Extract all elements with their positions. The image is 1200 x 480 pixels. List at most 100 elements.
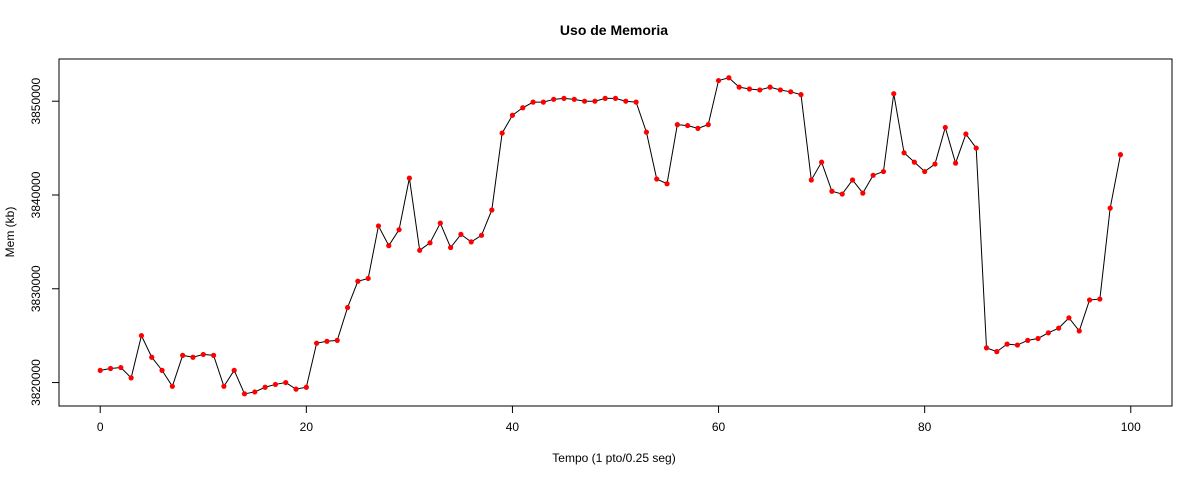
data-point [180,352,186,358]
series-line [100,77,1121,395]
data-point [571,96,577,102]
y-tick-label: 3840000 [29,171,43,218]
data-point [314,340,320,346]
data-point [798,92,804,98]
data-point [1025,337,1031,343]
data-point [169,383,175,389]
data-point [726,75,732,81]
data-point [509,112,516,118]
data-point [839,191,845,197]
data-point [489,207,495,213]
y-tick-label: 3820000 [29,359,43,406]
x-axis: 0 20 40 60 80 100 [97,405,1141,434]
data-point [283,379,289,386]
y-tick-label: 3830000 [29,265,43,312]
data-point [241,391,248,397]
data-point [715,77,722,84]
data-point [643,129,650,135]
data-point [1004,341,1010,347]
data-point [870,172,876,178]
data-point [437,220,443,226]
data-point [685,122,691,129]
data-point [540,99,546,105]
data-point [200,351,206,358]
data-point [386,243,392,249]
series-polyline [100,77,1121,395]
data-point [654,176,660,182]
data-point [293,386,299,392]
data-point [819,159,825,165]
data-point [1086,297,1093,303]
data-point [107,365,114,372]
data-point [922,168,928,175]
data-point [448,244,454,251]
data-point [983,345,990,351]
data-point [221,383,227,389]
data-point [757,87,763,93]
data-point [1045,330,1051,336]
data-point [1107,205,1113,211]
data-point [375,223,382,229]
data-point [210,352,217,358]
data-point [849,177,856,183]
data-point [788,89,794,95]
data-point [417,247,423,253]
data-point [1066,315,1072,321]
data-point [674,122,680,128]
chart-title: Uso de Memoria [560,22,668,38]
data-point [633,99,639,105]
data-point [499,130,505,136]
data-point [994,349,1000,355]
data-point [159,367,165,373]
data-point [138,333,145,339]
data-point [262,384,268,390]
plot-frame [58,58,1173,407]
data-point [324,338,330,344]
data-point [520,105,526,111]
data-point [303,384,309,390]
data-point [901,150,907,156]
data-point [602,95,608,101]
data-point [365,275,371,282]
x-tick-label: 80 [918,420,932,434]
data-point [231,367,237,373]
y-axis: 3820000 3830000 3840000 3850000 [29,78,60,406]
x-tick-label: 100 [1121,420,1141,434]
data-point [932,161,938,167]
data-point [973,145,979,151]
data-point [551,96,557,102]
x-tick-label: 60 [712,420,726,434]
x-tick-label: 0 [97,420,104,434]
data-point [952,160,959,166]
x-tick-label: 20 [300,420,314,434]
y-tick-label: 3850000 [29,78,43,125]
data-point [530,99,536,105]
data-point [623,98,629,104]
data-point [149,354,155,360]
data-point [396,227,402,233]
data-point [777,87,783,93]
data-point [829,188,835,194]
data-point [334,337,340,343]
data-point [942,124,948,131]
x-axis-label: Tempo (1 pto/0.25 seg) [552,451,675,465]
data-point [355,278,361,284]
data-point [128,375,134,381]
data-point [406,175,412,181]
data-point [695,125,701,131]
data-point [891,91,897,97]
data-point [664,181,670,187]
data-point [612,95,619,101]
data-point [561,95,567,101]
data-point [767,84,773,90]
data-point [1035,335,1041,342]
data-point [963,131,969,137]
data-point [911,159,917,165]
data-point [592,98,598,104]
data-point [1076,328,1082,334]
data-point [478,232,485,238]
series-points [97,75,1124,397]
data-point [736,84,742,90]
data-point [1117,152,1124,158]
